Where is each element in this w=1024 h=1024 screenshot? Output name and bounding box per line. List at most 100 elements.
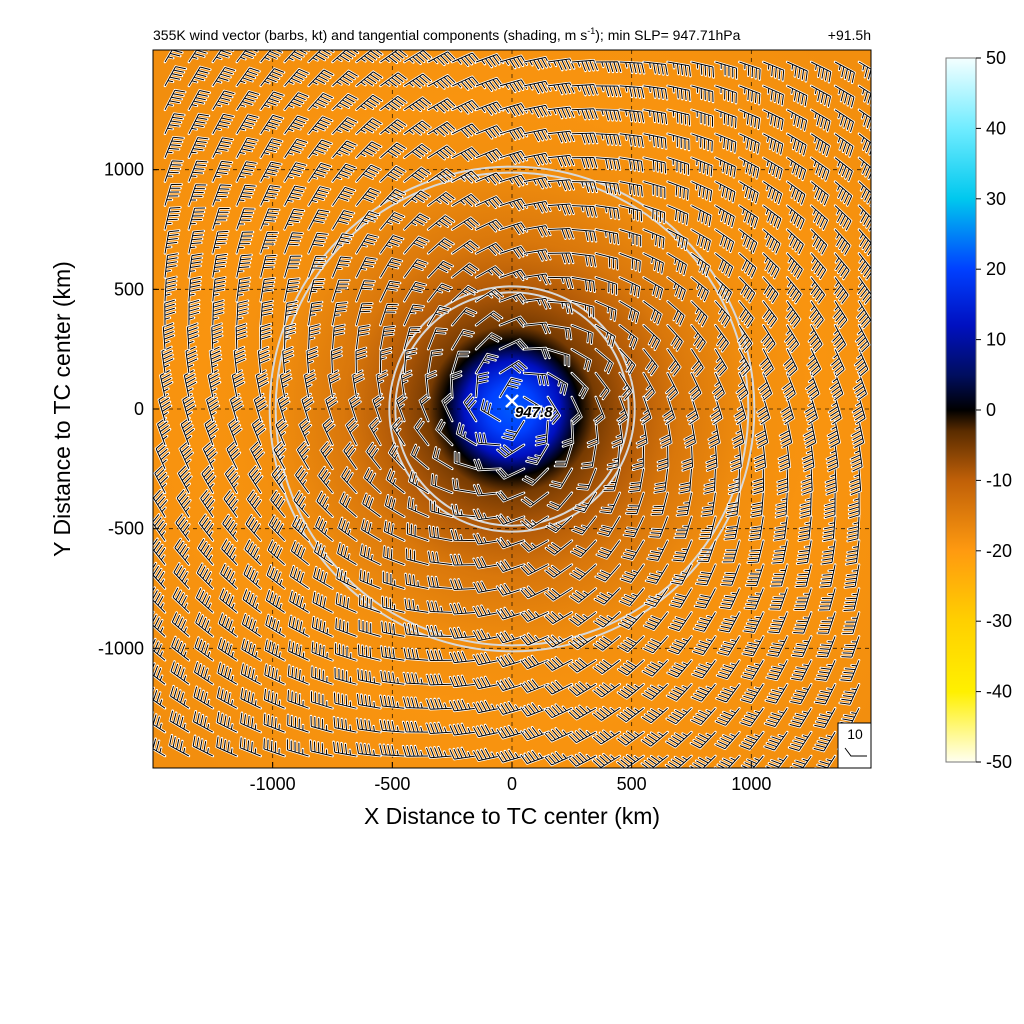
wind-barb [671,564,692,585]
wind-barb [544,680,573,695]
wind-barb [164,276,177,302]
wind-barb [734,396,747,425]
wind-barb [643,109,668,124]
wind-barb [153,587,166,613]
wind-barb [188,50,209,63]
wind-barb [335,643,357,661]
wind-barb [739,157,760,179]
wind-barb [555,444,573,467]
wind-barb [739,229,758,253]
wind-barb [369,417,381,446]
wind-barb [341,467,357,494]
wind-barb [813,731,836,752]
wind-barb [164,89,186,111]
wind-barb [853,372,867,401]
wind-barb [568,729,597,744]
wind-barb [363,468,381,494]
wind-barb [267,540,285,565]
wind-barb [643,276,663,299]
wind-barb [572,516,597,535]
wind-barb [499,198,528,211]
wind-barb [271,466,286,494]
wind-barb [426,650,453,661]
wind-barb [284,50,310,63]
wind-barb [523,372,549,386]
wind-barb [311,616,333,637]
wind-barb [592,753,620,768]
wind-barb [153,611,166,637]
wind-barb [643,205,665,224]
wind-barb [236,208,255,230]
wind-barb [357,644,381,661]
wind-barb [786,277,802,304]
wind-barb [804,396,818,425]
wind-barb [449,651,477,664]
wind-barb [475,54,504,68]
wind-barb [617,396,628,425]
wind-barb [523,396,544,419]
wind-barb [356,187,380,206]
wind-barb [739,277,756,303]
wind-barb [667,181,689,200]
wind-barb [708,420,720,448]
wind-barb [233,346,246,374]
wind-barb [164,160,183,182]
wind-barb [857,277,871,304]
wind-barb [595,252,618,270]
wind-barb [826,444,839,472]
wind-barb [649,516,669,538]
wind-barb [715,277,732,303]
wind-barb [403,167,431,182]
wind-barb [645,564,669,584]
wind-barb [380,50,407,64]
wind-barb [212,90,235,111]
wind-barb [260,68,285,87]
wind-barb [266,565,285,589]
wind-barb [170,661,190,685]
wind-barb [473,629,501,642]
wind-barb [260,185,281,206]
wind-barb [236,161,257,182]
wind-barb [361,519,381,542]
wind-barb [763,85,784,106]
wind-barb [617,731,644,746]
wind-barb [568,682,597,697]
wind-barb [339,492,357,518]
wind-barb [451,76,480,90]
wind-barb [426,698,453,710]
wind-barb [173,563,190,589]
wind-barb [821,540,836,565]
wind-barb [287,665,309,685]
wind-barb [834,85,855,108]
wind-barb [824,492,836,519]
wind-barb [520,586,549,599]
wind-barb [212,67,236,87]
wind-barb [308,186,331,206]
wind-barb [691,157,713,177]
wind-barb [380,189,406,206]
wind-barb [858,133,871,155]
wind-barb [571,59,598,72]
wind-barb [739,205,759,229]
wind-barb [741,660,764,680]
wind-barb [356,94,383,111]
wind-barb [715,157,736,178]
wind-barb [571,84,598,96]
wind-barb [657,444,669,471]
wind-barb [426,746,453,759]
wind-barb [786,181,806,205]
wind-barb [403,304,424,326]
wind-barb [667,157,689,175]
wind-barb [475,432,501,446]
wind-barb [161,346,174,374]
wind-barb [379,744,405,757]
wind-barb [823,516,836,542]
wind-barb [715,229,735,253]
wind-barb [825,468,837,495]
wind-barb [715,109,737,128]
wind-barb [607,444,621,470]
wind-barb [475,333,502,350]
wind-barb [449,627,477,639]
wind-barb [571,300,594,318]
wind-barb [403,281,426,302]
